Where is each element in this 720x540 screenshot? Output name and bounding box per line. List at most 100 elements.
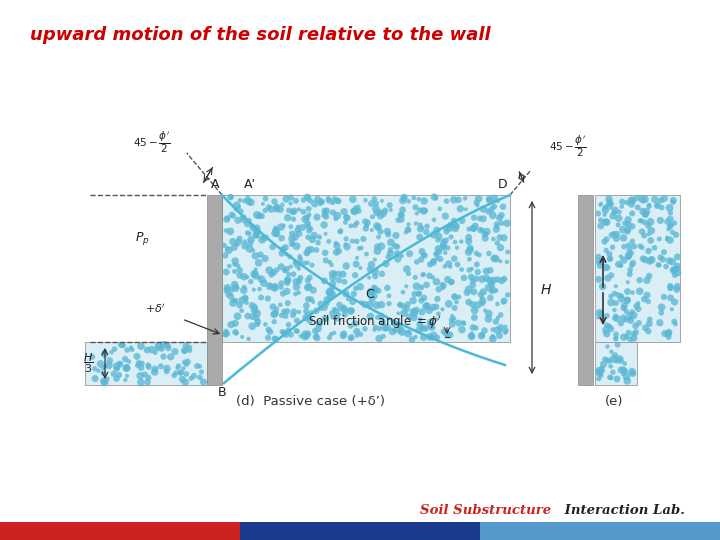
Point (232, 216, 243, 225)
Point (656, 303, 667, 312)
Point (458, 274, 469, 282)
Point (289, 258, 301, 267)
Point (176, 375, 188, 383)
Point (327, 289, 338, 298)
Point (618, 370, 629, 379)
Point (484, 196, 495, 205)
Point (667, 228, 678, 237)
Point (610, 334, 621, 343)
Point (396, 211, 408, 220)
Point (360, 224, 372, 233)
Text: (e): (e) (605, 395, 624, 408)
Point (600, 218, 611, 226)
Point (600, 206, 611, 215)
Text: Soil friction angle $= \phi^{\prime}$: Soil friction angle $= \phi^{\prime}$ (308, 313, 441, 330)
Point (441, 236, 452, 245)
Point (329, 194, 341, 203)
Point (392, 309, 404, 318)
Point (279, 329, 290, 338)
Point (233, 238, 244, 247)
Point (604, 255, 616, 264)
Point (624, 245, 635, 254)
Point (644, 272, 655, 280)
Point (456, 237, 467, 246)
Point (420, 280, 432, 289)
Point (501, 258, 513, 266)
Point (182, 357, 194, 366)
Point (425, 318, 436, 327)
Point (321, 295, 333, 304)
Point (479, 326, 490, 335)
Point (253, 274, 265, 282)
Point (377, 332, 389, 341)
Point (327, 309, 338, 318)
Point (467, 332, 478, 341)
Point (633, 305, 644, 313)
Point (262, 294, 274, 303)
Point (463, 237, 474, 246)
Point (175, 368, 186, 377)
Point (236, 213, 248, 222)
Point (361, 221, 372, 230)
Point (301, 213, 312, 222)
Point (327, 198, 338, 207)
Point (230, 205, 242, 213)
Point (290, 197, 302, 205)
Point (369, 272, 381, 281)
Point (615, 319, 626, 328)
Point (492, 326, 503, 335)
Point (419, 251, 431, 260)
Point (410, 203, 421, 212)
Point (485, 287, 497, 296)
Point (347, 195, 359, 204)
Point (498, 234, 510, 242)
Point (482, 315, 494, 323)
Bar (595, 195, 680, 342)
Point (135, 372, 146, 380)
Point (99, 350, 110, 359)
Point (305, 308, 317, 316)
Point (619, 219, 631, 227)
Point (287, 240, 299, 248)
Point (668, 266, 680, 274)
Point (306, 261, 318, 269)
Point (431, 254, 443, 263)
Point (379, 206, 391, 215)
Point (611, 375, 623, 383)
Point (627, 259, 639, 267)
Point (470, 274, 482, 283)
Point (99, 348, 110, 356)
Point (595, 258, 607, 266)
Point (288, 215, 300, 224)
Point (310, 246, 322, 254)
Point (431, 295, 443, 303)
Point (639, 323, 651, 332)
Point (283, 270, 294, 279)
Point (325, 330, 337, 339)
Point (313, 320, 325, 328)
Point (254, 211, 266, 220)
Point (334, 305, 346, 314)
Point (410, 333, 421, 341)
Point (472, 300, 484, 309)
Point (626, 200, 637, 208)
Point (281, 265, 292, 273)
Point (595, 366, 607, 375)
Point (256, 235, 268, 244)
Point (500, 322, 511, 331)
Point (613, 214, 624, 222)
Point (396, 252, 408, 260)
Point (333, 310, 344, 319)
Point (223, 246, 235, 254)
Point (282, 279, 293, 287)
Point (487, 286, 499, 295)
Point (487, 282, 498, 291)
Point (665, 236, 676, 245)
Point (359, 325, 371, 333)
Point (351, 260, 362, 268)
Point (289, 207, 300, 215)
Point (266, 205, 277, 214)
Point (406, 335, 418, 344)
Point (221, 215, 233, 224)
Bar (240, 522, 480, 540)
